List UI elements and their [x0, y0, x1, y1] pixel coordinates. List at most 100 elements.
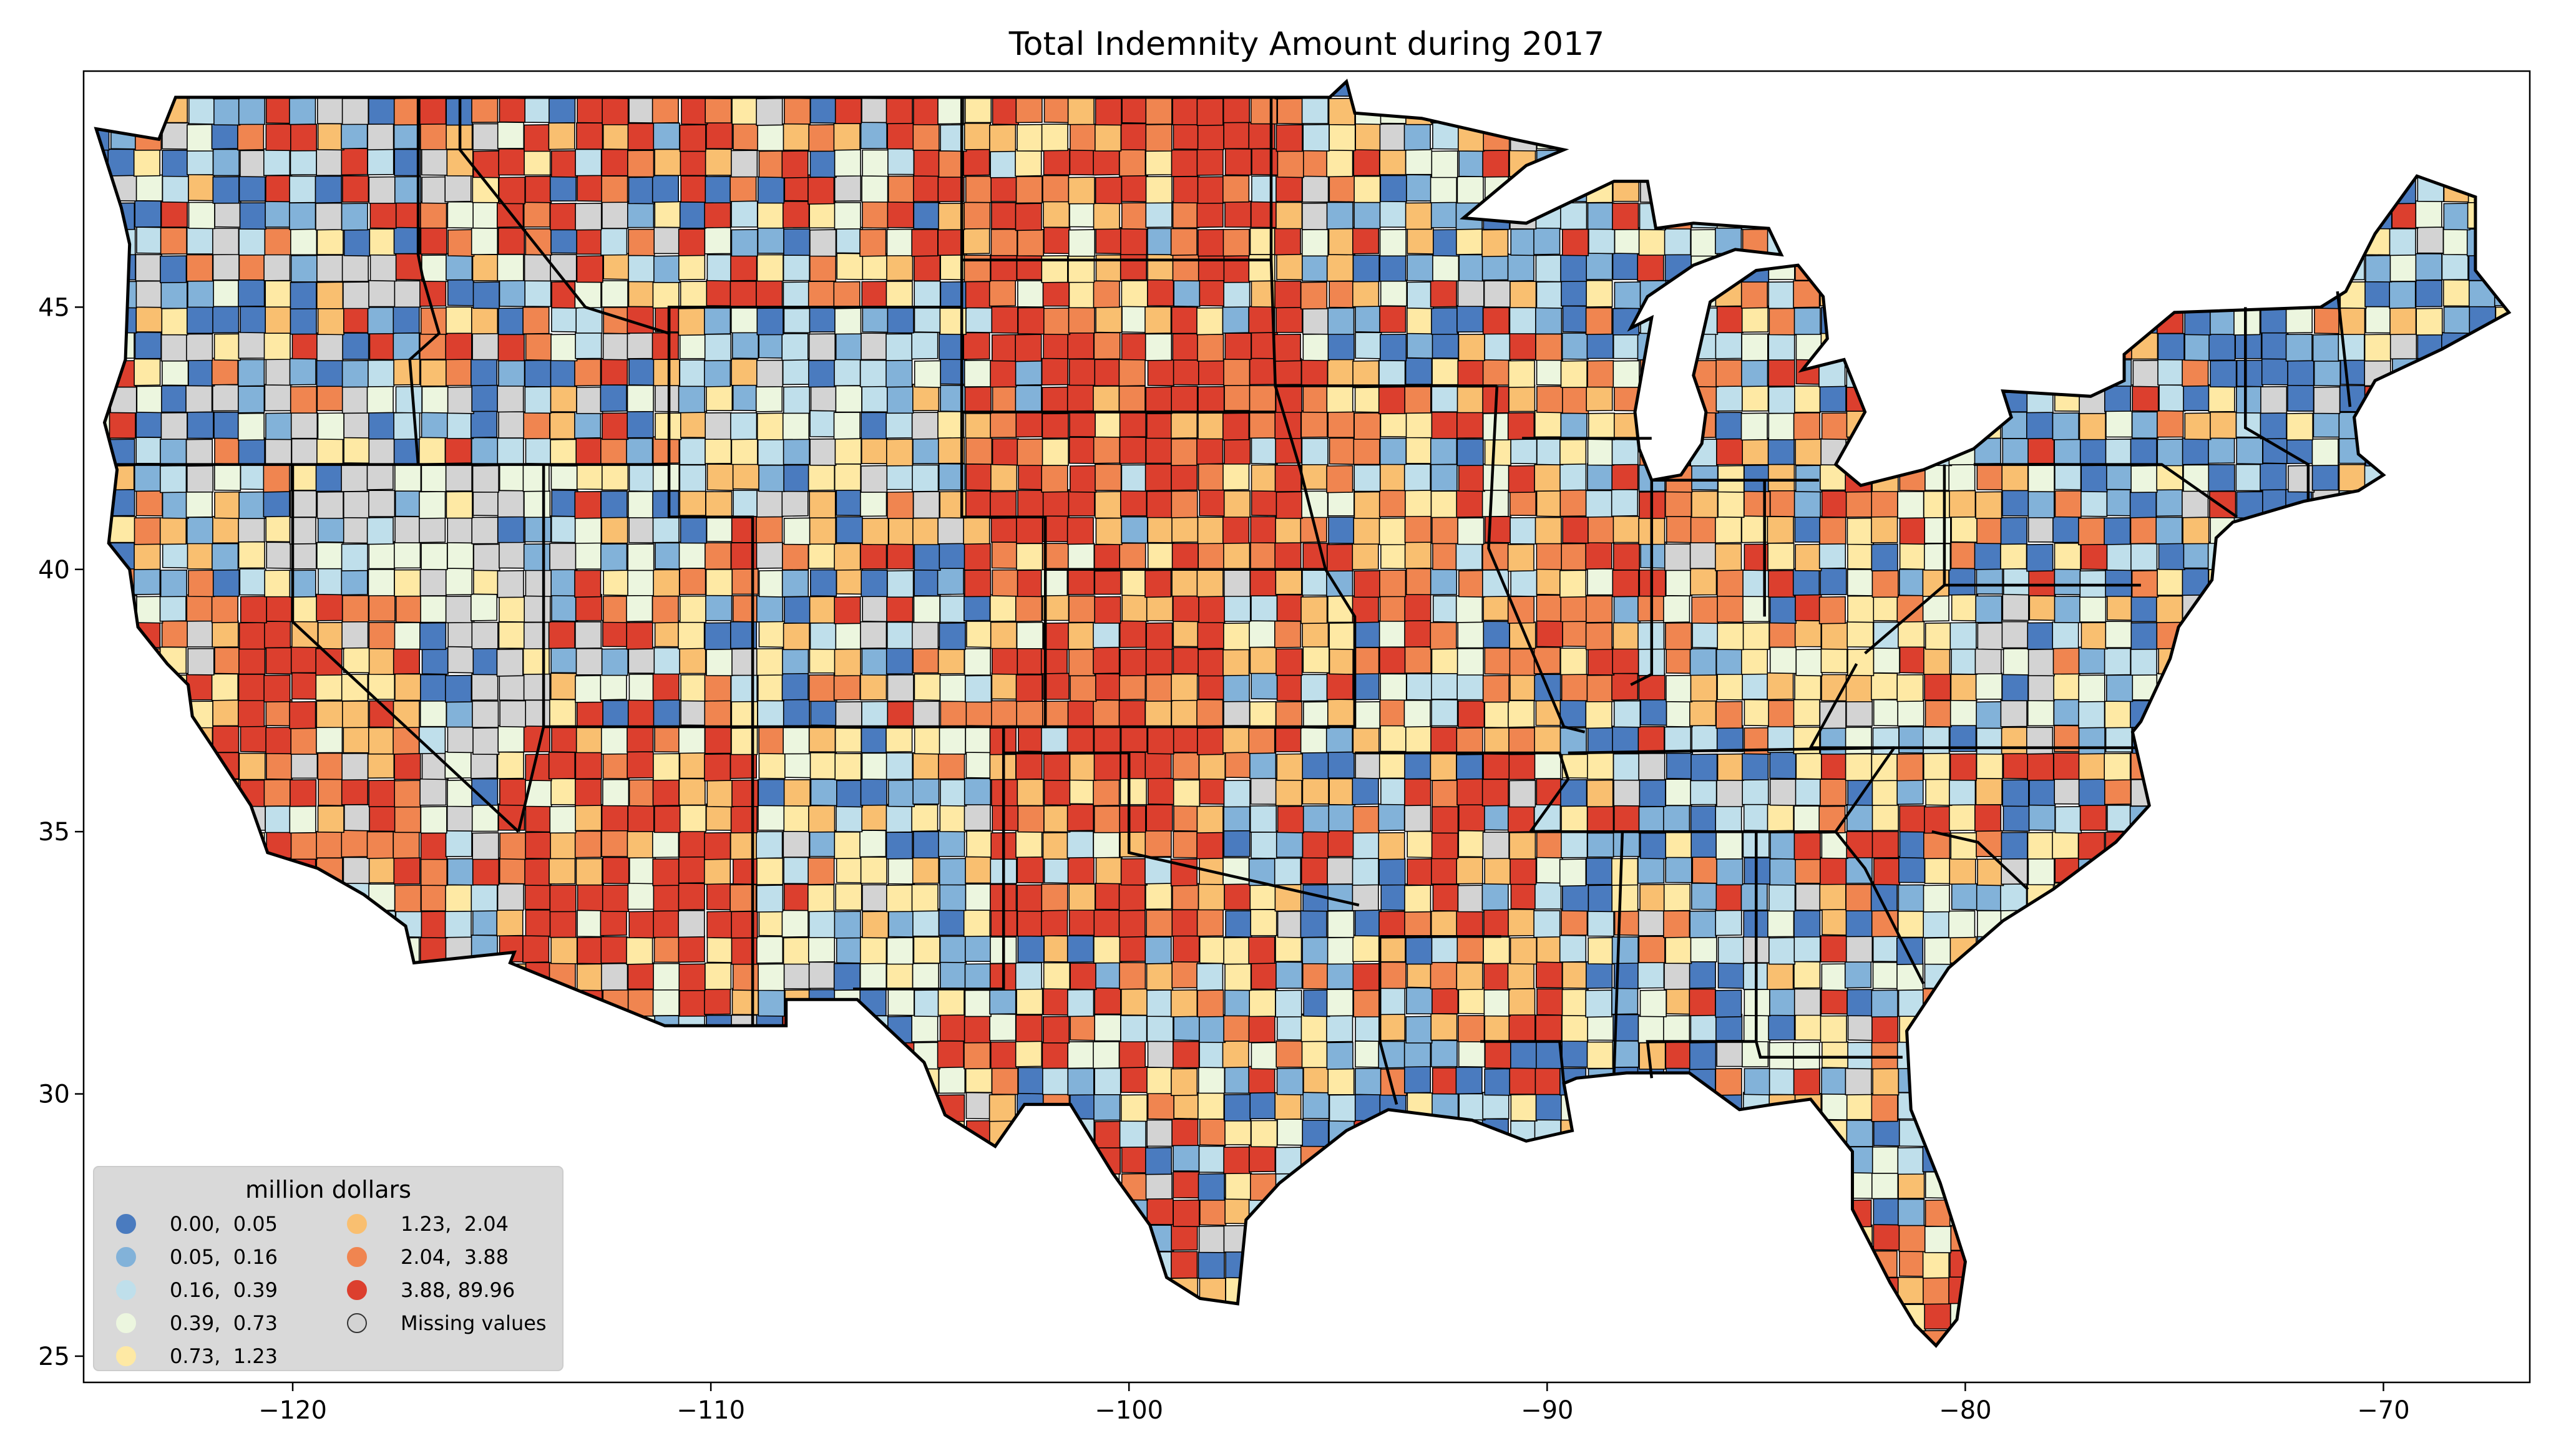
county: [290, 386, 318, 414]
county: [1302, 620, 1329, 648]
county: [2079, 595, 2107, 623]
county: [524, 359, 552, 387]
county: [1898, 884, 1925, 912]
county: [1327, 699, 1355, 726]
county: [1325, 725, 1353, 754]
county: [264, 384, 291, 412]
county: [1070, 124, 1097, 152]
county: [1536, 543, 1563, 570]
county: [1742, 622, 1770, 650]
county: [237, 386, 265, 414]
county: [289, 805, 316, 834]
county: [1586, 779, 1614, 808]
county: [1329, 1094, 1356, 1122]
county: [2236, 437, 2263, 465]
state-boundaries: [117, 97, 2352, 1105]
county: [1507, 543, 1534, 572]
county: [1717, 672, 1744, 701]
county: [420, 858, 448, 886]
county: [1378, 910, 1406, 939]
county: [1119, 777, 1147, 805]
county: [1639, 989, 1667, 1017]
county: [678, 883, 705, 911]
county: [1017, 884, 1044, 912]
county: [1793, 832, 1821, 860]
state-boundary: [1274, 385, 1327, 570]
county: [1559, 437, 1587, 465]
county: [1352, 542, 1379, 570]
county: [2184, 412, 2212, 440]
county: [394, 148, 421, 177]
county: [2027, 858, 2055, 886]
county: [1510, 1041, 1538, 1069]
county: [1456, 909, 1483, 937]
x-tick-label: −70: [2357, 1396, 2409, 1425]
county: [447, 858, 474, 886]
county: [160, 438, 187, 467]
county: [574, 830, 602, 858]
county: [1198, 228, 1225, 257]
county: [265, 124, 293, 152]
county: [965, 437, 993, 465]
county: [1873, 1119, 1901, 1147]
x-tick-label: −100: [1095, 1396, 1163, 1425]
county: [1224, 332, 1252, 361]
county: [679, 359, 706, 387]
county: [1093, 436, 1120, 464]
county: [912, 856, 939, 884]
county: [498, 359, 525, 387]
county: [781, 488, 809, 517]
chart-title: Total Indemnity Amount during 2017: [1008, 26, 1605, 63]
county: [2001, 674, 2029, 702]
county: [1302, 568, 1329, 596]
county: [1171, 149, 1198, 177]
county: [160, 412, 188, 440]
county: [1483, 593, 1510, 621]
county: [885, 359, 913, 388]
county: [1173, 1171, 1200, 1199]
county: [421, 648, 449, 675]
county: [836, 856, 863, 883]
county: [289, 357, 316, 386]
county: [341, 254, 369, 282]
county: [238, 752, 266, 780]
county: [2002, 804, 2030, 832]
county: [316, 333, 344, 362]
county: [419, 122, 447, 150]
county: [498, 411, 525, 439]
county: [1508, 700, 1535, 728]
county: [653, 753, 680, 781]
county: [187, 542, 214, 570]
county: [704, 307, 731, 335]
county: [1536, 856, 1563, 884]
county: [2208, 333, 2236, 361]
county: [369, 228, 396, 256]
county: [550, 150, 578, 178]
county: [342, 175, 369, 203]
county: [575, 726, 603, 754]
state-boundary: [1378, 936, 1398, 1105]
county: [1793, 307, 1821, 335]
county: [1431, 411, 1458, 439]
county: [237, 699, 265, 727]
county: [1612, 753, 1640, 781]
county: [1818, 596, 1846, 624]
county: [1249, 1092, 1277, 1120]
county: [523, 411, 550, 440]
county: [1585, 622, 1612, 651]
county: [1378, 359, 1406, 387]
county: [1407, 254, 1434, 282]
county: [1327, 830, 1355, 857]
county: [1794, 515, 1822, 543]
county: [213, 411, 241, 439]
county: [1017, 856, 1044, 884]
county: [600, 228, 628, 256]
county: [706, 254, 734, 282]
legend-marker: [116, 1280, 136, 1300]
county: [1198, 1066, 1226, 1094]
county: [1379, 123, 1407, 151]
county: [1068, 622, 1095, 650]
county: [265, 805, 292, 833]
county: [290, 255, 318, 283]
county: [472, 254, 499, 282]
